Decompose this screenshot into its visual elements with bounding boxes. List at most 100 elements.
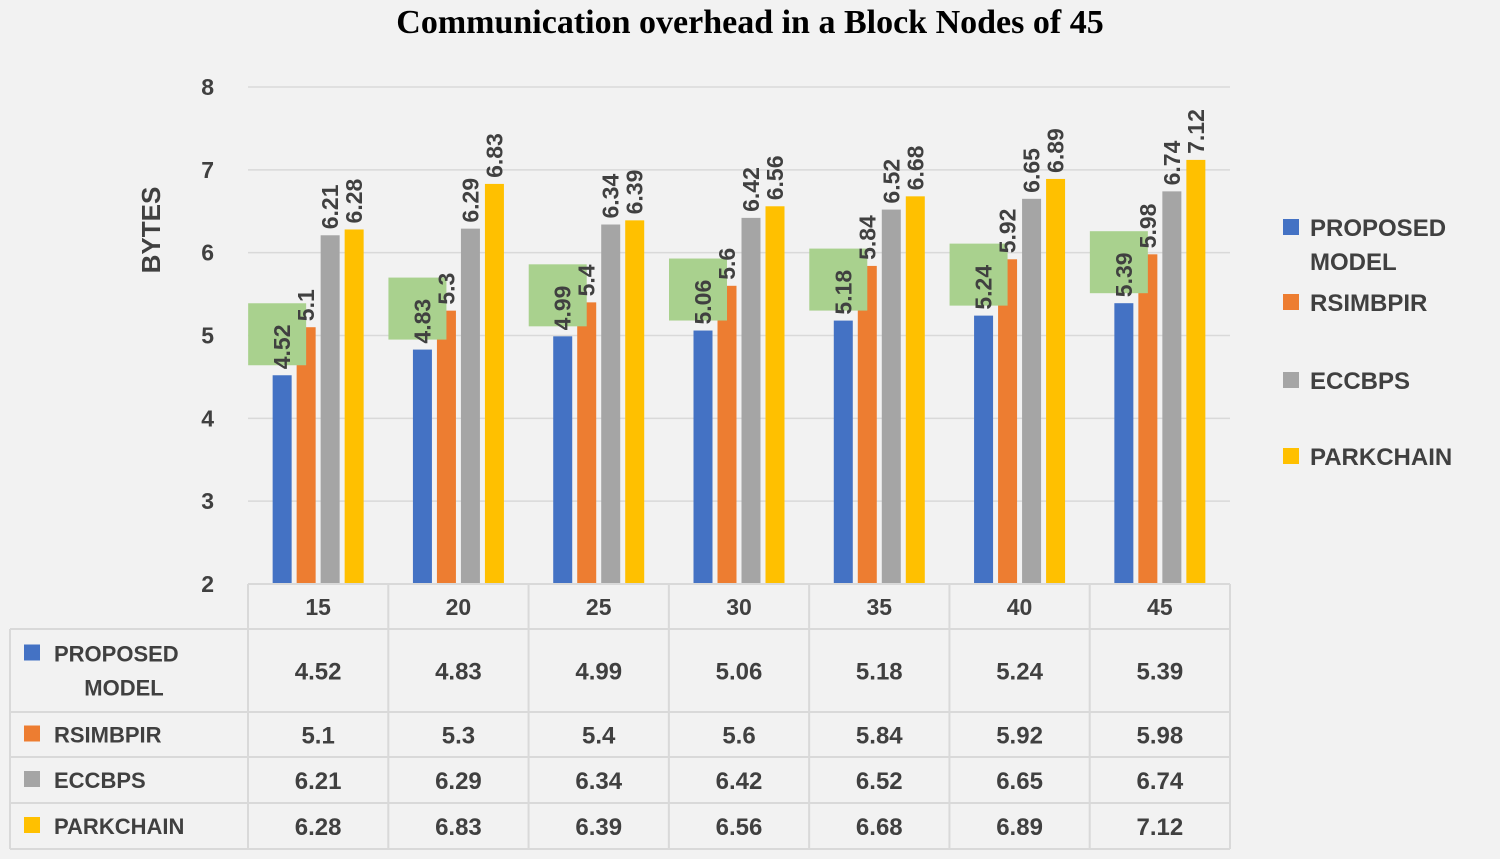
table-cell: 6.28 — [295, 814, 342, 841]
table-cell: 5.3 — [442, 723, 475, 750]
bar — [1046, 178, 1066, 584]
bar — [320, 235, 340, 584]
y-tick-label: 4 — [201, 405, 214, 431]
table-cell: 5.92 — [996, 723, 1043, 750]
table-cell: 5.84 — [856, 723, 903, 750]
bar — [765, 206, 785, 584]
table-cell: 5.18 — [856, 659, 903, 686]
data-label: 6.34 — [598, 174, 624, 219]
y-tick-label: 8 — [201, 74, 214, 100]
data-label: 6.89 — [1043, 128, 1069, 173]
bar — [577, 302, 597, 584]
bar — [412, 349, 432, 584]
y-tick-label: 5 — [201, 323, 214, 349]
table-cell: 6.29 — [435, 768, 482, 795]
table-cell: 6.89 — [996, 814, 1043, 841]
y-tick-label: 2 — [201, 571, 214, 597]
data-label: 6.56 — [762, 156, 788, 201]
table-cell: 4.83 — [435, 659, 482, 686]
data-label: 6.83 — [481, 133, 507, 178]
bar — [553, 336, 573, 584]
table-cell: 4.99 — [575, 659, 622, 686]
data-label: 6.74 — [1159, 140, 1185, 185]
legend-swatch — [1283, 448, 1299, 464]
y-axis-ticks: 2 3 4 5 6 7 8 — [201, 74, 214, 597]
table-legend-swatch — [24, 817, 40, 833]
bar — [484, 183, 504, 585]
data-label: 6.28 — [341, 179, 367, 224]
y-tick-label: 7 — [201, 157, 214, 183]
x-tick-label: 35 — [866, 594, 892, 620]
data-label: 5.39 — [1111, 252, 1137, 297]
data-label: 6.29 — [457, 178, 483, 223]
bar — [693, 330, 713, 584]
bar — [460, 228, 480, 584]
table-row-header: MODEL — [84, 676, 163, 701]
data-label: 5.1 — [293, 289, 319, 321]
bar — [272, 375, 292, 584]
table-cell: 5.24 — [996, 659, 1043, 686]
bar — [1186, 159, 1206, 585]
bar — [741, 217, 761, 585]
table-cell: 6.74 — [1136, 768, 1183, 795]
bar — [344, 229, 364, 584]
x-tick-label: 15 — [305, 594, 331, 620]
data-label: 5.6 — [714, 248, 740, 280]
data-label: 5.06 — [690, 280, 716, 325]
legend-label: MODEL — [1310, 249, 1397, 276]
bar — [881, 209, 901, 585]
data-label: 4.99 — [550, 286, 576, 331]
bar — [601, 224, 621, 584]
x-tick-label: 40 — [1007, 594, 1033, 620]
x-tick-label: 45 — [1147, 594, 1173, 620]
data-label-highlight — [949, 243, 1008, 306]
data-label: 6.21 — [317, 184, 343, 229]
bar — [717, 285, 737, 584]
bar — [998, 259, 1018, 584]
table-cell: 5.4 — [582, 723, 616, 750]
bar — [1022, 198, 1042, 584]
table-cell: 6.52 — [856, 768, 903, 795]
data-label: 6.65 — [1019, 148, 1045, 193]
table-cell: 5.98 — [1136, 723, 1183, 750]
x-tick-label: 20 — [446, 594, 472, 620]
data-label: 5.84 — [854, 215, 880, 260]
table-cell: 7.12 — [1136, 814, 1183, 841]
y-tick-label: 6 — [201, 240, 214, 266]
y-tick-label: 3 — [201, 488, 214, 514]
legend-label: PROPOSED — [1310, 215, 1446, 242]
table-cell: 5.39 — [1136, 659, 1183, 686]
bar — [625, 220, 645, 584]
table-cell: 6.21 — [295, 768, 342, 795]
table-cell: 6.68 — [856, 814, 903, 841]
bar — [296, 327, 316, 584]
table-row-header: PARKCHAIN — [54, 814, 184, 839]
data-label: 6.39 — [622, 170, 648, 215]
data-table: 15 20 25 30 35 40 45 PROPOSED MODEL 4.52 4.83 4.99 5… — [9, 583, 1231, 850]
data-label: 7.12 — [1183, 109, 1209, 154]
data-label: 4.83 — [409, 299, 435, 344]
table-cell: 6.56 — [716, 814, 763, 841]
bar — [857, 265, 877, 584]
bars — [272, 159, 1206, 585]
data-label: 5.3 — [433, 273, 459, 305]
data-label: 4.52 — [269, 324, 295, 369]
table-cell: 4.52 — [295, 659, 342, 686]
table-cell: 5.1 — [301, 723, 334, 750]
data-label: 5.24 — [971, 265, 997, 310]
table-legend-swatch — [24, 725, 40, 742]
data-label-highlight — [528, 264, 587, 327]
table-cell: 6.34 — [575, 768, 622, 795]
legend-swatch — [1283, 294, 1299, 310]
data-label: 6.68 — [902, 145, 928, 190]
data-label: 6.52 — [878, 159, 904, 204]
table-cell: 6.39 — [575, 814, 622, 841]
data-label-highlight — [248, 303, 307, 366]
table-row-header: RSIMBPIR — [54, 723, 162, 748]
bar — [1138, 254, 1158, 584]
data-label-highlight — [669, 258, 727, 321]
table-cell: 6.83 — [435, 814, 482, 841]
table-cell: 5.06 — [716, 659, 763, 686]
chart-title: Communication overhead in a Block Nodes … — [396, 4, 1103, 41]
